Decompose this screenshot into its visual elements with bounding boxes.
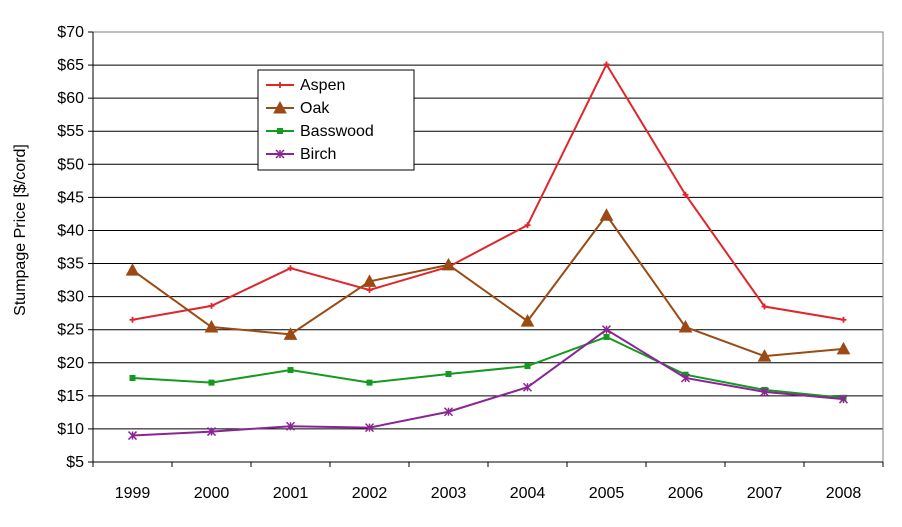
- legend-label: Basswood: [300, 123, 374, 140]
- series-birch: [127, 325, 849, 441]
- data-point-basswood: [287, 367, 294, 374]
- x-tick-label: 2007: [747, 485, 783, 502]
- data-point-birch: [285, 421, 296, 431]
- data-point-basswood: [366, 379, 373, 386]
- legend: Aspen Oak Basswood Birch: [257, 69, 415, 171]
- data-point-oak: [757, 349, 772, 362]
- y-tick-label: $25: [57, 322, 84, 339]
- x-tick-label: 2003: [431, 485, 467, 502]
- data-point-aspen: [208, 302, 215, 309]
- data-point-oak: [599, 208, 614, 221]
- legend-marker: [275, 149, 285, 159]
- data-point-birch: [601, 325, 612, 335]
- data-point-oak: [836, 341, 851, 355]
- x-tick-label: 2006: [668, 485, 704, 502]
- legend-marker: [277, 82, 283, 88]
- legend-item-aspen: Aspen: [266, 77, 345, 94]
- legend-label: Aspen: [300, 77, 345, 94]
- series-line-basswood: [132, 335, 844, 399]
- data-point-basswood: [524, 363, 531, 370]
- legend-marker: [277, 128, 283, 134]
- series-line-oak: [131, 213, 844, 358]
- data-point-basswood: [129, 374, 136, 381]
- data-point-aspen: [761, 303, 768, 310]
- data-point-birch: [364, 423, 375, 433]
- data-point-birch: [680, 373, 691, 383]
- data-point-aspen: [840, 316, 847, 323]
- data-point-oak: [520, 314, 535, 327]
- data-point-oak: [283, 327, 298, 340]
- data-point-aspen: [603, 61, 610, 68]
- x-tick-label: 2002: [352, 485, 388, 502]
- data-point-aspen: [287, 265, 294, 272]
- data-point-aspen: [682, 191, 689, 198]
- y-tick-label: $20: [57, 355, 84, 372]
- data-point-oak: [204, 320, 219, 333]
- data-point-birch: [127, 431, 138, 441]
- data-point-birch: [522, 382, 533, 392]
- x-tick-label: 2005: [589, 485, 625, 502]
- legend-item-basswood: Basswood: [266, 123, 374, 140]
- data-point-oak: [362, 274, 377, 287]
- series-aspen: [129, 61, 847, 323]
- data-point-birch: [443, 407, 454, 417]
- y-axis-title: Stumpage Price [$/cord]: [12, 144, 29, 316]
- x-tick-label: 2004: [510, 485, 546, 502]
- legend-marker: [273, 100, 287, 114]
- series-basswood: [129, 333, 847, 401]
- legend-label: Oak: [300, 100, 330, 117]
- legend-item-oak: Oak: [266, 100, 330, 117]
- legend-item-birch: Birch: [266, 146, 336, 163]
- data-point-birch: [838, 394, 849, 404]
- x-tick-label: 2000: [194, 485, 230, 502]
- x-tick-label: 2001: [273, 485, 309, 502]
- y-tick-label: $5: [66, 454, 84, 471]
- y-tick-label: $10: [57, 421, 84, 438]
- data-point-birch: [759, 387, 770, 397]
- data-point-oak: [441, 257, 456, 271]
- y-tick-label: $50: [57, 156, 84, 173]
- x-tick-label: 2008: [826, 485, 862, 502]
- y-tick-label: $40: [57, 222, 84, 239]
- data-point-oak: [678, 320, 693, 333]
- data-point-birch: [206, 427, 217, 437]
- y-tick-label: $70: [57, 24, 84, 41]
- data-point-aspen: [129, 316, 136, 323]
- series-oak: [125, 208, 851, 362]
- data-point-basswood: [208, 379, 215, 386]
- data-point-oak: [125, 263, 140, 276]
- y-tick-label: $15: [57, 388, 84, 405]
- y-tick-label: $45: [57, 189, 84, 206]
- y-tick-label: $55: [57, 123, 84, 140]
- series-line-birch: [132, 328, 844, 437]
- legend-label: Birch: [300, 146, 336, 163]
- y-tick-label: $35: [57, 256, 84, 273]
- x-tick-label: 1999: [115, 485, 151, 502]
- data-point-basswood: [445, 371, 452, 378]
- series-line-aspen: [132, 62, 844, 321]
- data-point-basswood: [603, 333, 610, 340]
- data-point-aspen: [524, 222, 531, 229]
- y-tick-label: $30: [57, 289, 84, 306]
- y-tick-label: $65: [57, 57, 84, 74]
- y-tick-label: $60: [57, 90, 84, 107]
- data-point-aspen: [366, 287, 373, 293]
